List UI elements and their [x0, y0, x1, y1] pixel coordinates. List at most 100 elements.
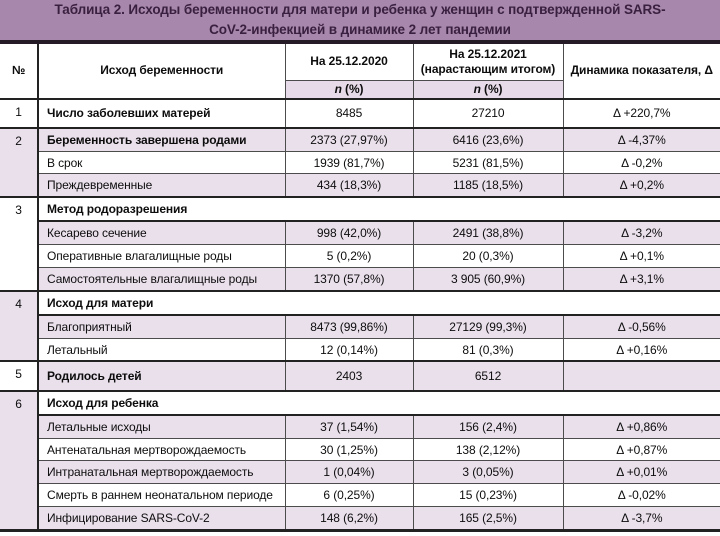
outcome-label: Исход для ребенка — [37, 389, 720, 416]
value-2021: 1185 (18,5%) — [412, 173, 564, 198]
value-2020: 1939 (81,7%) — [284, 150, 414, 175]
col-header-outcome: Исход беременности — [37, 44, 286, 99]
value-2021: 27129 (99,3%) — [412, 314, 564, 339]
col-header-delta: Динамика показателя, Δ — [562, 44, 720, 99]
n-italic: n — [334, 81, 342, 96]
pregnancy-outcomes-table: № Исход беременности На 25.12.2020 На 25… — [0, 44, 720, 532]
value-2020: 6 (0,25%) — [284, 483, 414, 507]
value-2020: 2403 — [284, 360, 414, 392]
value-2021: 156 (2,4%) — [412, 414, 564, 439]
value-2020: 2373 (27,97%) — [284, 126, 414, 152]
outcome-label: В срок — [37, 150, 286, 175]
value-2020: 30 (1,25%) — [284, 437, 414, 462]
group-number: 5 — [0, 360, 39, 392]
table-row: Благоприятный 8473 (99,86%) 27129 (99,3%) Δ… — [0, 314, 720, 339]
table-row: 5 Родилось детей 2403 6512 — [0, 360, 720, 392]
value-2020: 12 (0,14%) — [284, 337, 414, 362]
table-row: В срок 1939 (81,7%) 5231 (81,5%) Δ -0,2% — [0, 150, 720, 175]
outcome-label: Оперативные влагалищные роды — [37, 244, 286, 268]
delta-value: Δ +0,86% — [562, 414, 720, 439]
value-2020: 998 (42,0%) — [284, 220, 414, 246]
outcome-label: Самостоятельные влагалищные роды — [37, 266, 286, 292]
delta-value: Δ +220,7% — [562, 97, 720, 129]
col-header-num: № — [0, 44, 39, 99]
group-number: 4 — [0, 289, 39, 362]
delta-value: Δ -0,02% — [562, 483, 720, 507]
table-title: Таблица 2. Исходы беременности для матер… — [54, 2, 666, 37]
table-row: Летальный 12 (0,14%) 81 (0,3%) Δ +0,16% — [0, 337, 720, 362]
value-2020: 37 (1,54%) — [284, 414, 414, 439]
delta-value — [562, 360, 720, 392]
delta-value: Δ +0,16% — [562, 337, 720, 362]
value-2021: 5231 (81,5%) — [412, 150, 564, 175]
delta-value: Δ -3,7% — [562, 505, 720, 532]
value-2021: 3 (0,05%) — [412, 460, 564, 485]
outcome-label: Антенатальная мертворождаемость — [37, 437, 286, 462]
delta-value: Δ +0,87% — [562, 437, 720, 462]
delta-value: Δ -3,2% — [562, 220, 720, 246]
value-2021: 6416 (23,6%) — [412, 126, 564, 152]
value-2020: 148 (6,2%) — [284, 505, 414, 532]
value-2020: 1370 (57,8%) — [284, 266, 414, 292]
value-2021: 3 905 (60,9%) — [412, 266, 564, 292]
outcome-label: Родилось детей — [37, 360, 286, 392]
subheader-n-pct-2021: n (%) — [412, 80, 563, 100]
outcome-label: Число заболевших матерей — [37, 97, 286, 129]
outcome-label: Исход для матери — [37, 289, 720, 316]
table-row: 4 Исход для матери — [0, 289, 720, 362]
table-title-bar: Таблица 2. Исходы беременности для матер… — [0, 0, 720, 44]
table-row: Оперативные влагалищные роды 5 (0,2%) 20 (… — [0, 244, 720, 268]
outcome-label: Летальные исходы — [37, 414, 286, 439]
n-italic: n — [473, 81, 481, 96]
outcome-label: Интранатальная мертворождаемость — [37, 460, 286, 485]
outcome-label: Преждевременные — [37, 173, 286, 198]
delta-value: Δ -0,56% — [562, 314, 720, 339]
table-row: Интранатальная мертворождаемость 1 (0,04%… — [0, 460, 720, 485]
group-number: 3 — [0, 196, 39, 292]
header-row-main: № Исход беременности На 25.12.2020 На 25… — [0, 44, 720, 99]
value-2021: 15 (0,23%) — [412, 483, 564, 507]
table-body: 1 Число заболевших матерей 8485 27210 Δ +220… — [0, 97, 720, 532]
pct-label: (%) — [345, 81, 364, 96]
value-2021: 81 (0,3%) — [412, 337, 564, 362]
value-2021: 138 (2,12%) — [412, 437, 564, 462]
outcome-label: Смерть в раннем неонатальном периоде — [37, 483, 286, 507]
group-number: 2 — [0, 126, 39, 198]
table-row: 3 Метод родоразрешения — [0, 196, 720, 292]
outcome-label: Инфицирование SARS-CoV-2 — [37, 505, 286, 532]
value-2020: 5 (0,2%) — [284, 244, 414, 268]
table-row: Преждевременные 434 (18,3%) 1185 (18,5%) Δ … — [0, 173, 720, 198]
outcome-label: Метод родоразрешения — [37, 196, 720, 223]
table-row: Летальные исходы 37 (1,54%) 156 (2,4%) Δ +0… — [0, 414, 720, 439]
value-2021: 27210 — [412, 97, 564, 129]
delta-value: Δ -4,37% — [562, 126, 720, 152]
outcome-label: Беременность завершена родами — [37, 126, 286, 152]
value-2021: 2491 (38,8%) — [412, 220, 564, 246]
value-2020: 434 (18,3%) — [284, 173, 414, 198]
outcome-label: Летальный — [37, 337, 286, 362]
delta-value: Δ +0,01% — [562, 460, 720, 485]
value-2020: 8473 (99,86%) — [284, 314, 414, 339]
value-2020: 8485 — [284, 97, 414, 129]
pct-label: (%) — [484, 81, 503, 96]
table-row: 6 Исход для ребенка — [0, 389, 720, 531]
delta-value: Δ +0,2% — [562, 173, 720, 198]
delta-value: Δ +3,1% — [562, 266, 720, 292]
outcome-label: Благоприятный — [37, 314, 286, 339]
header-row-sub: n (%) n (%) — [0, 80, 720, 100]
col-header-2021: На 25.12.2021 (нарастающим итогом) — [412, 44, 564, 81]
table-row: Инфицирование SARS-CoV-2 148 (6,2%) 165 (2… — [0, 505, 720, 532]
table-row: Кесарево сечение 998 (42,0%) 2491 (38,8%) Δ… — [0, 220, 720, 246]
value-2021: 165 (2,5%) — [412, 505, 564, 532]
table-row: Самостоятельные влагалищные роды 1370 (57… — [0, 266, 720, 292]
value-2020: 1 (0,04%) — [284, 460, 414, 485]
table-row: 2 Беременность завершена родами 2373 (27,9… — [0, 126, 720, 198]
outcome-label: Кесарево сечение — [37, 220, 286, 246]
delta-value: Δ +0,1% — [562, 244, 720, 268]
subheader-n-pct-2020: n (%) — [285, 80, 414, 100]
table-row: 1 Число заболевших матерей 8485 27210 Δ +220… — [0, 97, 720, 129]
col-header-2020: На 25.12.2020 — [284, 44, 414, 81]
group-number: 1 — [0, 97, 39, 129]
table-row: Антенатальная мертворождаемость 30 (1,25%… — [0, 437, 720, 462]
group-number: 6 — [0, 389, 39, 531]
